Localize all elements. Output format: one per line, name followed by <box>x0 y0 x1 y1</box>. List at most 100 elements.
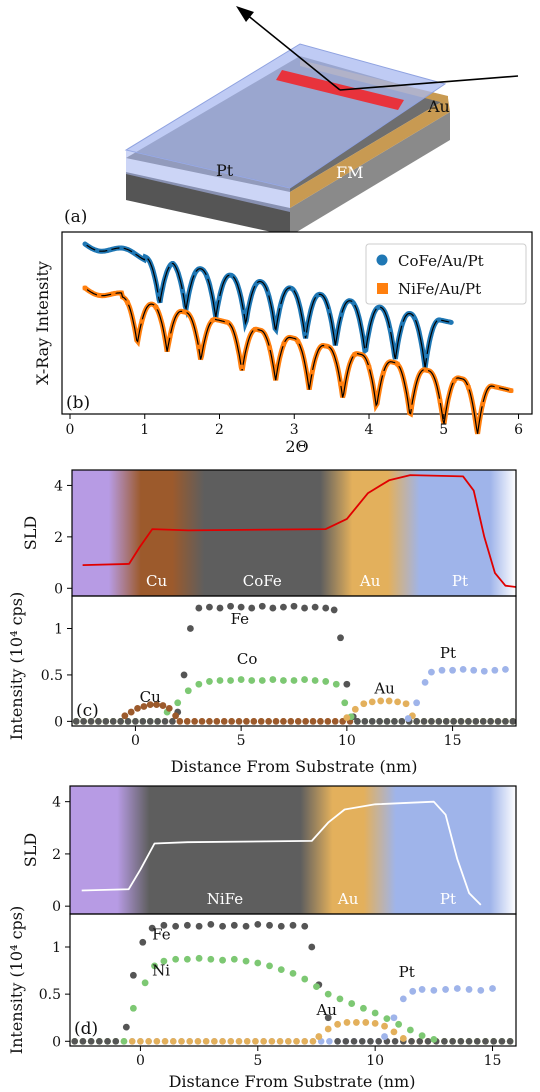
b-point <box>436 317 442 323</box>
b-point <box>229 273 234 278</box>
layer-fade <box>490 786 516 914</box>
intensity-point-ni <box>195 954 203 962</box>
intensity-point-co <box>341 699 349 707</box>
intensity-baseline-point <box>331 718 339 725</box>
intensity-point-ni <box>160 957 168 965</box>
intensity-baseline-point <box>178 1037 185 1045</box>
intensity-point-fe <box>139 938 147 946</box>
intensity-point-pt <box>399 995 407 1003</box>
panel-c-xlabel: Distance From Substrate (nm) <box>171 757 418 776</box>
sld-ytick-label: 0 <box>54 581 63 597</box>
b-xtick-label: 2 <box>215 422 224 438</box>
intensity-baseline-point <box>293 1037 300 1045</box>
intensity-baseline-point <box>220 718 228 725</box>
panel-c-sld-yticks: 0 2 4 <box>54 478 72 597</box>
intensity-xtick-label: 5 <box>253 1053 262 1069</box>
b-point <box>339 312 344 317</box>
intensity-point-cu <box>172 712 180 720</box>
intensity-point-fe <box>187 625 194 632</box>
intensity-point-fe <box>311 603 319 611</box>
panel-c: Cu CoFe Au Pt 0 2 4 SLD Fe Co Cu Au Pt 0 5 10 15 0 0.5… <box>7 469 517 776</box>
b-xtick-label: 0 <box>66 422 75 438</box>
intensity-baseline-point <box>324 718 332 725</box>
pt-layer-front <box>126 150 290 212</box>
intensity-point-fe <box>330 606 338 614</box>
b-point <box>278 303 283 309</box>
intensity-point-fe <box>280 603 287 611</box>
intensity-baseline-point <box>72 718 80 725</box>
intensity-baseline-point <box>506 1037 514 1045</box>
intensity-baseline-point <box>186 1037 194 1045</box>
intensity-baseline-point <box>265 718 272 725</box>
b-point <box>395 361 400 367</box>
intensity-point-fe <box>308 943 316 951</box>
panel-d-intensity-frame <box>69 913 517 1047</box>
intensity-point-fe <box>258 602 266 610</box>
intensity-baseline-point <box>112 1037 120 1045</box>
intensity-baseline-point <box>227 1037 235 1045</box>
intensity-baseline-point <box>202 1037 210 1045</box>
panel-c-layer-labels: Cu CoFe Au Pt <box>146 572 468 590</box>
intensity-baseline-point <box>376 718 383 725</box>
b-point <box>387 327 393 333</box>
intensity-point-cu <box>146 701 154 709</box>
b-point <box>290 286 295 292</box>
intensity-point-pt <box>489 985 496 992</box>
intensity-ytick-label: 1 <box>52 940 61 956</box>
layer-transition <box>172 470 205 596</box>
b-point <box>366 365 372 370</box>
intensity-point-co <box>206 678 213 685</box>
intensity-point-cu <box>153 701 160 709</box>
panel-c-sld-ylabel: SLD <box>21 516 40 550</box>
element-label: Cu <box>140 688 161 706</box>
substrate-side-front <box>126 172 290 236</box>
intensity-point-fe <box>266 921 273 929</box>
intensity-ytick-label: 1 <box>54 622 63 638</box>
intensity-point-au <box>343 1019 351 1026</box>
intensity-baseline-point <box>145 1037 152 1045</box>
intensity-point-pt <box>480 667 488 675</box>
b-point <box>400 321 405 326</box>
b-point <box>107 247 112 253</box>
intensity-point-co <box>174 699 182 707</box>
b-point <box>452 378 457 383</box>
layer-label: Cu <box>146 572 167 590</box>
intensity-point-au <box>351 705 359 713</box>
panel-c-intensity-frame <box>71 595 517 727</box>
intensity-baseline-point <box>317 718 324 725</box>
intensity-baseline-point <box>96 1037 103 1045</box>
b-point <box>267 345 272 350</box>
layer-transition <box>108 470 141 596</box>
intensity-xtick-label: 15 <box>444 733 462 749</box>
intensity-baseline-point <box>243 718 250 725</box>
intensity-point-pt <box>381 1033 388 1040</box>
intensity-baseline-point <box>473 1037 481 1045</box>
layer-fade <box>490 470 516 596</box>
intensity-baseline-point <box>102 718 110 725</box>
intensity-point-au <box>381 1022 388 1030</box>
intensity-baseline-point <box>368 718 376 725</box>
intensity-point-fe <box>183 921 191 929</box>
intensity-point-pt <box>442 986 449 993</box>
b-point <box>167 333 173 338</box>
intensity-point-ni <box>313 983 320 990</box>
layer-band <box>188 470 337 596</box>
intensity-baseline-point <box>502 718 509 725</box>
intensity-baseline-point <box>487 718 494 725</box>
panel-d-sld-yticks: 0 2 4 <box>52 795 70 915</box>
intensity-baseline-point <box>276 1037 284 1045</box>
b-point <box>310 369 315 375</box>
intensity-point-pt <box>421 678 429 686</box>
intensity-baseline-point <box>194 1037 202 1045</box>
intensity-baseline-point <box>104 1037 111 1045</box>
sld-ytick-label: 2 <box>52 847 61 863</box>
intensity-xtick-label: 0 <box>136 1053 145 1069</box>
panel-d-element-labels: Fe Ni Au Pt <box>152 925 415 1018</box>
intensity-baseline-point <box>494 718 502 725</box>
intensity-xtick-label: 10 <box>366 1053 384 1069</box>
layer-label: Au <box>359 572 381 590</box>
intensity-point-fe <box>227 602 234 610</box>
b-point <box>143 255 149 260</box>
intensity-baseline-point <box>457 1037 465 1045</box>
intensity-point-co <box>311 677 319 684</box>
